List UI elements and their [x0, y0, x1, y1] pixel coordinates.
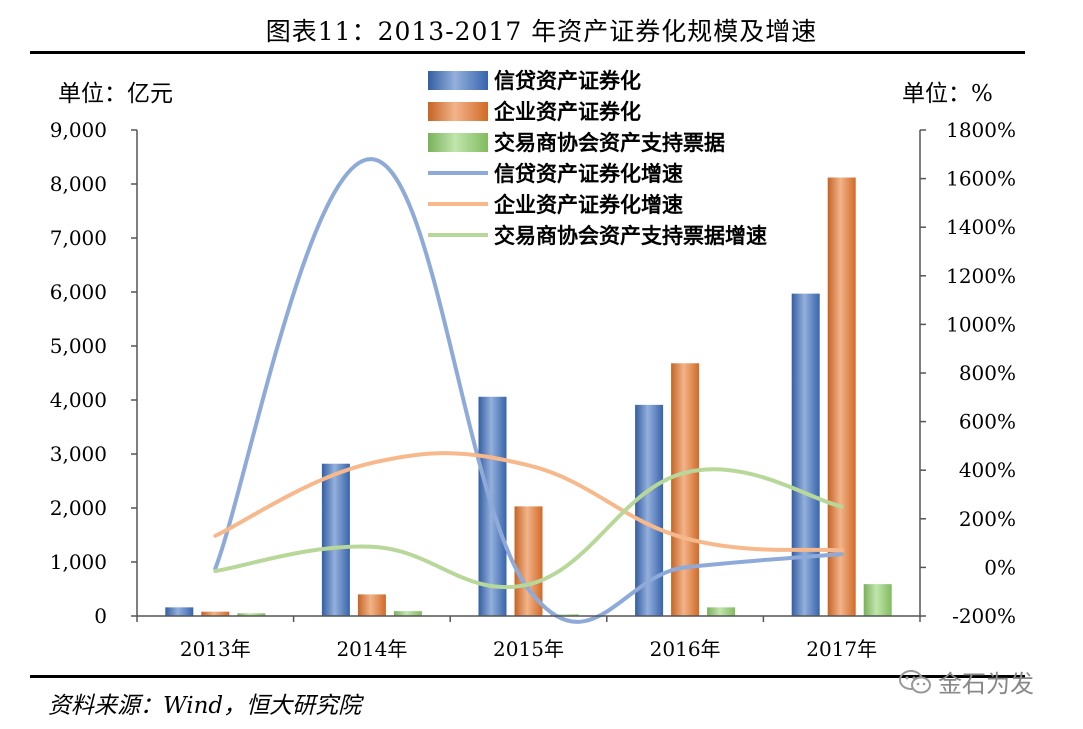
bar-交易商协会资产支持票据-2013年 — [237, 613, 266, 616]
wechat-icon — [899, 669, 931, 693]
left-tick-label: 8,000 — [50, 172, 107, 196]
left-tick-label: 5,000 — [50, 334, 107, 358]
bar-信贷资产证券化-2016年 — [635, 404, 664, 616]
bar-信贷资产证券化-2014年 — [321, 463, 350, 616]
bar-企业资产证券化-2013年 — [201, 611, 230, 616]
title-rule — [30, 51, 1025, 54]
legend-swatch — [428, 71, 488, 90]
left-tick-label: 1,000 — [50, 550, 107, 574]
bar-企业资产证券化-2017年 — [827, 177, 856, 616]
right-tick-label: 1200% — [946, 264, 1016, 288]
right-tick-label: 1000% — [946, 312, 1016, 336]
right-tick-label: 1400% — [946, 215, 1016, 239]
right-tick-label: 1600% — [946, 167, 1016, 191]
right-tick-label: 400% — [959, 458, 1016, 482]
bar-企业资产证券化-2016年 — [671, 363, 700, 616]
bar-交易商协会资产支持票据-2017年 — [863, 584, 892, 616]
left-tick-label: 7,000 — [50, 226, 107, 250]
left-tick-label: 3,000 — [50, 442, 107, 466]
bar-交易商协会资产支持票据-2014年 — [393, 611, 422, 616]
footer-rule — [30, 675, 1025, 678]
legend-swatch — [428, 102, 488, 121]
x-tick-label: 2016年 — [650, 637, 721, 661]
legend-label: 交易商协会资产支持票据增速 — [494, 223, 767, 248]
legend: 信贷资产证券化企业资产证券化交易商协会资产支持票据信贷资产证券化增速企业资产证券… — [428, 68, 767, 248]
legend-swatch — [428, 133, 488, 152]
line-企业资产证券化增速 — [213, 451, 844, 553]
line-交易商协会资产支持票据增速 — [213, 467, 844, 590]
right-tick-label: -200% — [952, 604, 1016, 628]
line-信贷资产证券化增速 — [213, 157, 844, 624]
bar-信贷资产证券化-2013年 — [165, 607, 194, 616]
right-tick-label: 1800% — [946, 118, 1016, 142]
right-axis-unit: 单位：% — [902, 81, 993, 107]
x-tick-label: 2015年 — [493, 637, 564, 661]
legend-label: 交易商协会资产支持票据 — [494, 130, 725, 155]
x-tick-label: 2013年 — [180, 637, 251, 661]
chart-title: 图表11：2013-2017 年资产证券化规模及增速 — [265, 17, 818, 46]
right-tick-label: 0% — [984, 555, 1016, 579]
lines-layer — [213, 157, 844, 624]
legend-label: 企业资产证券化增速 — [493, 192, 683, 217]
x-tick-label: 2014年 — [336, 637, 407, 661]
legend-label: 信贷资产证券化增速 — [494, 161, 683, 186]
legend-label: 企业资产证券化 — [493, 99, 641, 124]
source-note: 资料来源：Wind，恒大研究院 — [48, 693, 362, 719]
left-tick-label: 2,000 — [50, 496, 107, 520]
left-tick-label: 9,000 — [50, 118, 107, 142]
watermark: 金石为发 — [898, 664, 1034, 699]
right-tick-label: 600% — [959, 410, 1016, 434]
left-tick-label: 6,000 — [50, 280, 107, 304]
axes-layer: 0 1,000 2,000 3,000 4,000 5,000 6,000 7,000 8,00… — [50, 118, 1016, 661]
left-tick-label: 0 — [94, 604, 107, 628]
watermark-text: 金石为发 — [938, 670, 1034, 698]
bar-交易商协会资产支持票据-2015年 — [550, 614, 579, 616]
left-axis-unit: 单位：亿元 — [58, 81, 173, 107]
right-tick-label: 800% — [959, 361, 1016, 385]
left-tick-label: 4,000 — [50, 388, 107, 412]
legend-label: 信贷资产证券化 — [494, 68, 641, 93]
bar-交易商协会资产支持票据-2016年 — [707, 607, 736, 616]
bar-信贷资产证券化-2017年 — [791, 293, 820, 616]
x-tick-label: 2017年 — [806, 637, 877, 661]
bar-企业资产证券化-2014年 — [357, 594, 386, 616]
right-tick-label: 200% — [959, 507, 1016, 531]
